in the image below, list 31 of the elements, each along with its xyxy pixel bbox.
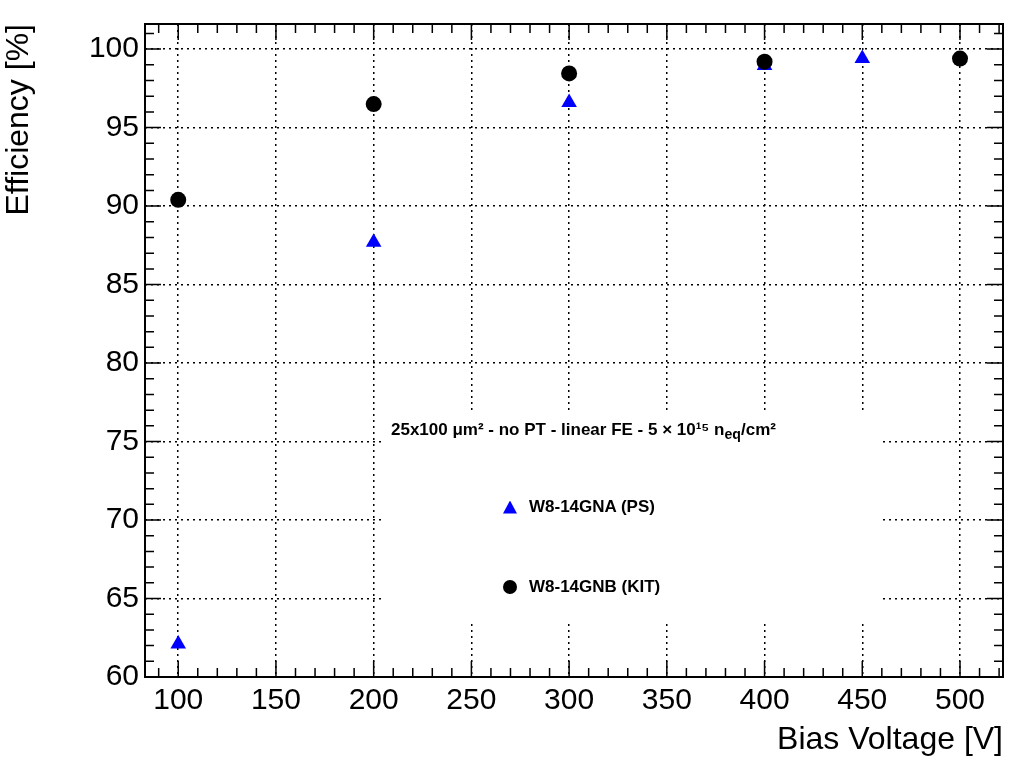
y-tick-label: 85	[105, 265, 139, 299]
y-tick-label: 70	[105, 501, 139, 535]
legend-label: W8-14GNA (PS)	[529, 497, 655, 517]
x-tick-label: 200	[348, 682, 399, 716]
x-tick-label: 400	[739, 682, 790, 716]
point	[365, 233, 382, 247]
point	[561, 65, 578, 82]
x-axis-title: Bias Voltage [V]	[777, 719, 1003, 756]
x-tick-label: 350	[641, 682, 692, 716]
y-tick-label: 100	[88, 30, 139, 64]
y-tick-label: 95	[105, 108, 139, 142]
x-tick-label: 250	[446, 682, 497, 716]
point	[170, 635, 187, 649]
y-axis-title: Efficiency [%]	[0, 24, 36, 216]
legend-title: 25x100 μm² - no PT - linear FE - 5 × 10¹⁵ n$_{eq}$/cm²	[391, 420, 776, 443]
x-tick-label: 500	[934, 682, 986, 716]
x-tick-label: 150	[250, 682, 301, 716]
legend-label: W8-14GNB (KIT)	[529, 577, 661, 597]
x-tick-label: 300	[544, 682, 595, 716]
x-tick-label: 100	[153, 682, 204, 716]
y-tick-label: 80	[105, 344, 139, 378]
y-tick-label: 75	[105, 422, 139, 456]
point	[170, 191, 187, 208]
y-tick-label: 90	[105, 187, 139, 221]
point	[854, 49, 871, 64]
point	[365, 96, 382, 113]
point	[561, 93, 577, 107]
point	[952, 50, 968, 67]
y-tick-label: 65	[105, 579, 139, 613]
y-tick-label: 60	[105, 658, 139, 692]
x-tick-label: 450	[837, 682, 888, 716]
